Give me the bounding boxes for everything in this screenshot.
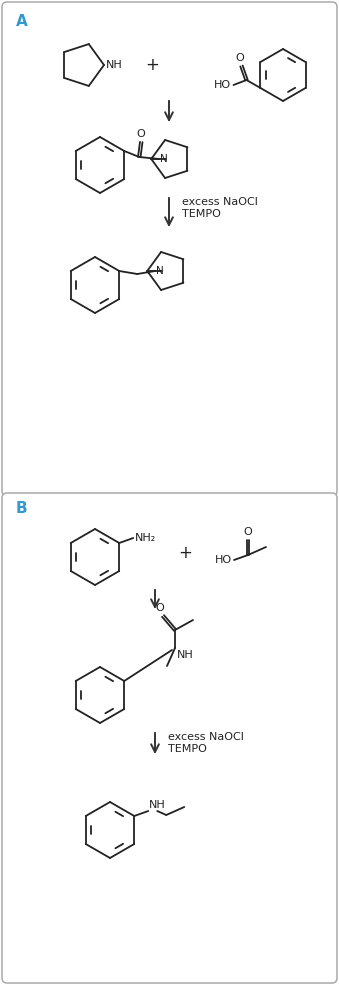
Text: TEMPO: TEMPO bbox=[182, 209, 221, 219]
FancyBboxPatch shape bbox=[2, 2, 337, 496]
Text: NH: NH bbox=[177, 650, 194, 660]
Text: NH₂: NH₂ bbox=[135, 533, 157, 543]
Text: O: O bbox=[235, 53, 244, 63]
Text: NH: NH bbox=[106, 60, 123, 70]
Text: N: N bbox=[156, 266, 164, 276]
Text: excess NaOCl: excess NaOCl bbox=[182, 197, 258, 207]
FancyBboxPatch shape bbox=[2, 493, 337, 983]
Text: A: A bbox=[16, 14, 28, 29]
Text: NH: NH bbox=[149, 800, 166, 810]
Text: excess NaOCl: excess NaOCl bbox=[168, 732, 244, 742]
Text: O: O bbox=[137, 129, 146, 139]
Text: HO: HO bbox=[215, 555, 232, 565]
Text: TEMPO: TEMPO bbox=[168, 744, 207, 754]
Text: HO: HO bbox=[214, 80, 232, 90]
Text: O: O bbox=[156, 603, 164, 613]
Text: +: + bbox=[145, 56, 159, 74]
Text: +: + bbox=[178, 544, 192, 562]
Text: B: B bbox=[16, 501, 27, 516]
Text: O: O bbox=[244, 527, 252, 537]
Text: N: N bbox=[160, 154, 168, 164]
